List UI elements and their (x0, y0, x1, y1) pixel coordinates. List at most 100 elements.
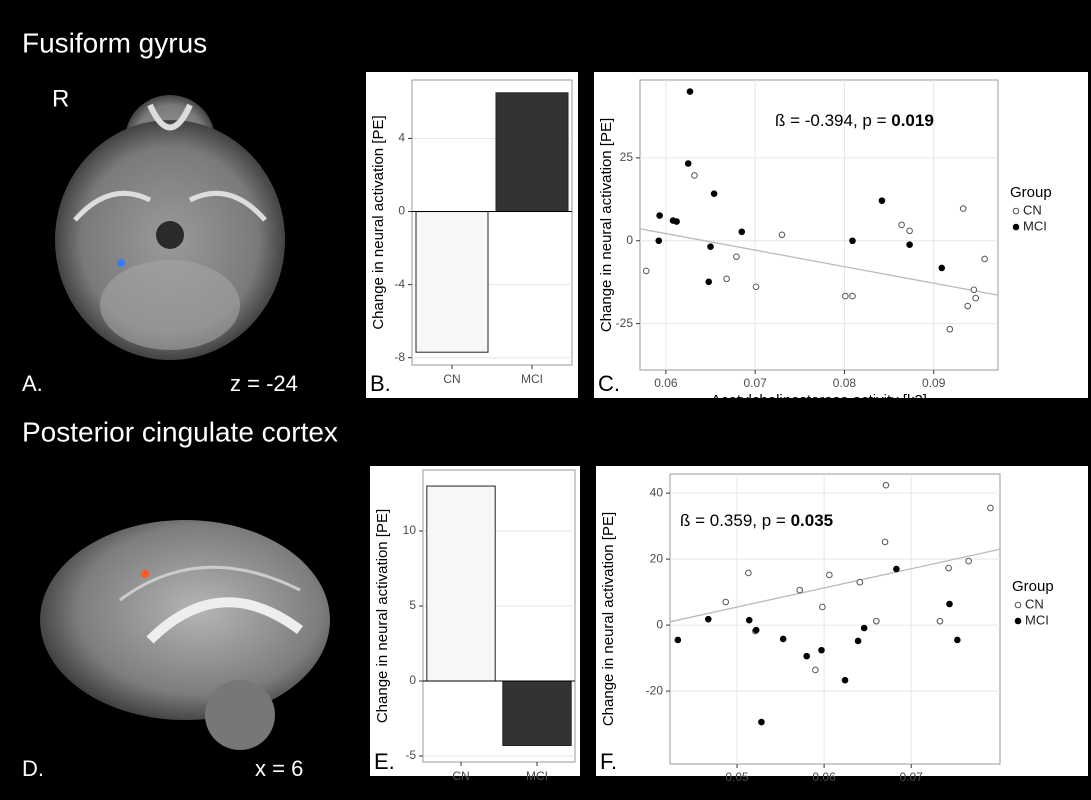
annotation-bold: 0.019 (891, 111, 934, 130)
coord-label: z = -24 (230, 371, 298, 396)
y-tick-label: -4 (394, 277, 405, 291)
legend-title: Group (1012, 578, 1054, 595)
y-tick-label: -5 (405, 748, 416, 762)
point (706, 616, 712, 622)
point (982, 256, 988, 262)
point (734, 254, 740, 260)
section-title: Fusiform gyrus (22, 27, 207, 58)
y-tick-label: 5 (409, 598, 416, 612)
x-tick-label: 0.07 (743, 376, 767, 390)
point (746, 570, 752, 576)
point (674, 219, 680, 225)
legend-marker (1013, 208, 1019, 214)
annotation-text: ß = -0.394, p = (775, 111, 891, 130)
point (657, 213, 663, 219)
point (861, 625, 867, 631)
annotation-bold: 0.035 (791, 511, 834, 530)
y-tick-label: 25 (620, 150, 634, 164)
point (850, 293, 856, 299)
bar (416, 212, 488, 353)
x-tick-label: MCI (521, 372, 543, 386)
panel-label: C. (598, 371, 620, 396)
point (955, 637, 961, 643)
point (907, 228, 913, 234)
y-axis-title: Change in neural activation [PE] (370, 115, 387, 329)
point (656, 238, 662, 244)
point (971, 287, 977, 293)
point (813, 667, 819, 673)
point (907, 242, 913, 248)
panel-label: F. (600, 749, 617, 774)
legend-label: CN (1025, 596, 1044, 611)
point (850, 238, 856, 244)
point (687, 89, 693, 95)
point (819, 647, 825, 653)
legend-label: MCI (1025, 612, 1049, 627)
point (939, 265, 945, 271)
panel-label: D. (22, 756, 44, 781)
point (692, 173, 698, 179)
x-tick-label: CN (452, 769, 469, 783)
y-tick-label: 0 (626, 233, 633, 247)
coord-label: x = 6 (255, 756, 303, 781)
point (827, 572, 833, 578)
point (675, 637, 681, 643)
panel-label: E. (374, 749, 395, 774)
legend-marker (1015, 618, 1021, 624)
y-tick-label: -8 (394, 350, 405, 364)
annotation: ß = -0.394, p = 0.019 (775, 111, 934, 130)
y-tick-label: 10 (403, 523, 417, 537)
bar (496, 93, 568, 212)
point (894, 566, 900, 572)
point (899, 222, 905, 228)
x-tick-label: 0.06 (812, 770, 836, 784)
panel-label: B. (370, 371, 391, 396)
side-label: R (52, 85, 69, 112)
section-title: Posterior cingulate cortex (22, 416, 338, 447)
point (643, 268, 649, 274)
point (711, 191, 717, 197)
y-tick-label: 0 (409, 673, 416, 687)
point (947, 326, 953, 332)
point (966, 558, 972, 564)
point (843, 293, 849, 299)
point (965, 303, 971, 309)
point (855, 638, 861, 644)
point (874, 618, 880, 624)
point (746, 617, 752, 623)
point (759, 719, 765, 725)
point (753, 627, 759, 633)
x-tick-label: 0.05 (725, 770, 749, 784)
point (797, 587, 803, 593)
point (706, 279, 712, 285)
y-tick-label: 0 (656, 617, 663, 631)
point (708, 244, 714, 250)
point (857, 579, 863, 585)
figure: Fusiform gyrus Posterior cingulate corte… (0, 0, 1091, 800)
x-tick-label: 0.06 (654, 376, 678, 390)
x-tick-label: 0.09 (922, 376, 946, 390)
x-tick-label: 0.07 (900, 770, 924, 784)
y-tick-label: 20 (650, 551, 664, 565)
point (779, 232, 785, 238)
legend-label: CN (1023, 202, 1042, 217)
point (946, 565, 952, 571)
point (739, 229, 745, 235)
point (820, 604, 826, 610)
y-tick-label: 0 (398, 204, 405, 218)
point (883, 482, 889, 488)
x-axis-title: Acetylcholinesterase activity [k3] (711, 392, 927, 409)
point (685, 161, 691, 167)
point (960, 206, 966, 212)
point (724, 276, 730, 282)
y-axis-title: Change in neural activation [PE] (598, 118, 615, 332)
legend-marker (1013, 224, 1019, 230)
y-tick-label: 4 (398, 131, 405, 145)
point (842, 677, 848, 683)
x-tick-label: CN (443, 372, 460, 386)
point (804, 653, 810, 659)
annotation-text: ß = 0.359, p = (680, 511, 791, 530)
x-axis-title: Acetylcholinesterase activity [k3] (727, 786, 943, 800)
legend-label: MCI (1023, 218, 1047, 233)
y-tick-label: 40 (650, 485, 664, 499)
